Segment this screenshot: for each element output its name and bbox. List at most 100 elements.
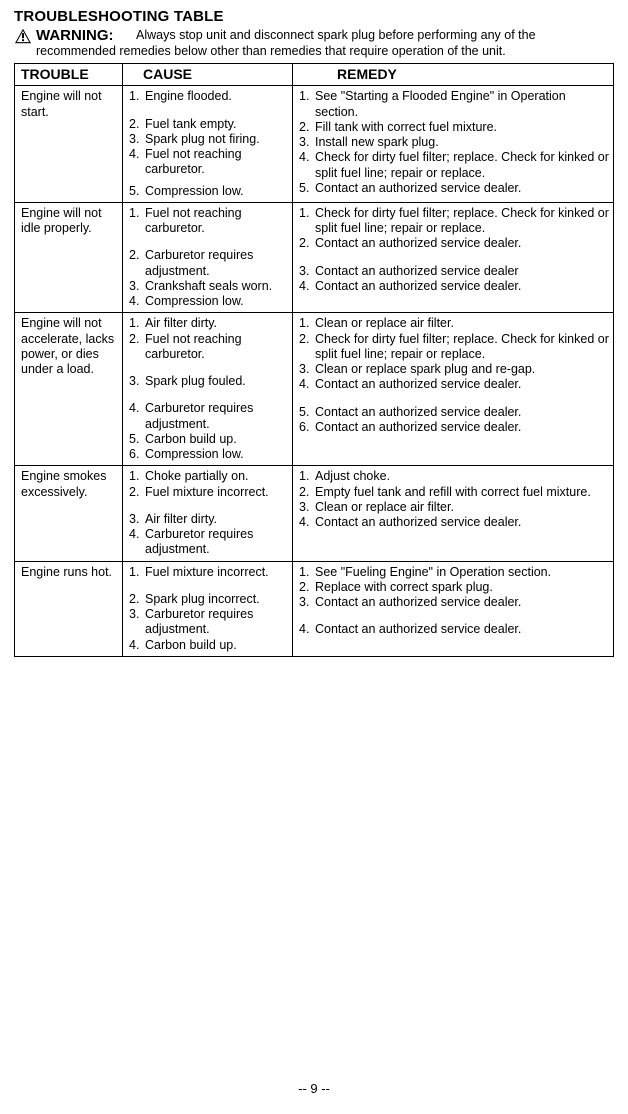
item-number: 3. xyxy=(299,264,315,279)
page: TROUBLESHOOTING TABLE WARNING: Always st… xyxy=(0,0,628,1114)
item-number: 5. xyxy=(299,405,315,420)
list-item: 4.Contact an authorized service dealer. xyxy=(299,622,609,637)
list-item: 4.Contact an authorized service dealer. xyxy=(299,279,609,294)
item-text: Spark plug not firing. xyxy=(145,132,288,147)
list-item: 3.Clean or replace air filter. xyxy=(299,500,609,515)
list-item: 5.Contact an authorized service dealer. xyxy=(299,181,609,196)
list-item: 4.Contact an authorized service dealer. xyxy=(299,515,609,530)
page-number: -- 9 -- xyxy=(0,1081,628,1096)
item-number: 4. xyxy=(129,294,145,309)
warning-text-line2: recommended remedies below other than re… xyxy=(36,44,614,60)
list-item: 3.Air filter dirty. xyxy=(129,512,288,527)
numbered-list: 1.Adjust choke.2.Empty fuel tank and ref… xyxy=(299,469,609,530)
header-trouble: TROUBLE xyxy=(15,64,123,86)
list-item: 4.Carbon build up. xyxy=(129,638,288,653)
table-header-row: TROUBLE CAUSE REMEDY xyxy=(15,64,614,86)
list-item: 2.Spark plug incorrect. xyxy=(129,592,288,607)
numbered-list: 1.Fuel mixture incorrect.2.Spark plug in… xyxy=(129,565,288,653)
item-text: Contact an authorized service dealer. xyxy=(315,595,609,610)
numbered-list: 1.Engine flooded.2.Fuel tank empty.3.Spa… xyxy=(129,89,288,199)
list-item: 1.Clean or replace air filter. xyxy=(299,316,609,331)
cause-cell: 1.Fuel mixture incorrect.2.Spark plug in… xyxy=(123,561,293,656)
item-text: Carburetor requires adjustment. xyxy=(145,248,288,279)
section-title: TROUBLESHOOTING TABLE xyxy=(14,8,614,25)
item-text: Compression low. xyxy=(145,294,288,309)
list-item: 4.Carburetor requires adjustment. xyxy=(129,527,288,558)
list-item: 1.Fuel not reaching carburetor. xyxy=(129,206,288,237)
item-number: 1. xyxy=(299,316,315,331)
item-text: Fuel mixture incorrect. xyxy=(145,565,288,580)
list-item: 3.Install new spark plug. xyxy=(299,135,609,150)
item-number: 2. xyxy=(299,580,315,595)
item-number: 4. xyxy=(299,377,315,392)
item-text: Contact an authorized service dealer. xyxy=(315,515,609,530)
item-number: 1. xyxy=(299,469,315,484)
list-item: 2.Fill tank with correct fuel mixture. xyxy=(299,120,609,135)
item-text: Fuel not reaching carburetor. xyxy=(145,206,288,237)
table-row: Engine smokes excessively.1.Choke partia… xyxy=(15,466,614,561)
trouble-cell: Engine will not accelerate, lacks power,… xyxy=(15,313,123,466)
item-text: Clean or replace spark plug and re-gap. xyxy=(315,362,609,377)
remedy-cell: 1.Adjust choke.2.Empty fuel tank and ref… xyxy=(293,466,614,561)
remedy-cell: 1.Clean or replace air filter.2.Check fo… xyxy=(293,313,614,466)
item-text: Clean or replace air filter. xyxy=(315,316,609,331)
numbered-list: 1.Fuel not reaching carburetor.2.Carbure… xyxy=(129,206,288,310)
list-item: 3.Crankshaft seals worn. xyxy=(129,279,288,294)
numbered-list: 1.Clean or replace air filter.2.Check fo… xyxy=(299,316,609,435)
item-number: 3. xyxy=(129,279,145,294)
list-item: 2.Check for dirty fuel filter; replace. … xyxy=(299,332,609,363)
list-item: 4.Check for dirty fuel filter; replace. … xyxy=(299,150,609,181)
item-text: Engine flooded. xyxy=(145,89,288,104)
list-item: 3.Spark plug not firing. xyxy=(129,132,288,147)
list-item: 5.Contact an authorized service dealer. xyxy=(299,405,609,420)
item-number: 2. xyxy=(129,332,145,347)
item-number: 1. xyxy=(129,316,145,331)
list-item: 6.Contact an authorized service dealer. xyxy=(299,420,609,435)
list-item: 4.Contact an authorized service dealer. xyxy=(299,377,609,392)
list-item: 1.Adjust choke. xyxy=(299,469,609,484)
item-number: 2. xyxy=(299,485,315,500)
item-number: 1. xyxy=(299,206,315,221)
item-number: 3. xyxy=(299,500,315,515)
item-number: 1. xyxy=(129,206,145,221)
trouble-cell: Engine runs hot. xyxy=(15,561,123,656)
item-text: Contact an authorized service dealer xyxy=(315,264,609,279)
item-number: 6. xyxy=(299,420,315,435)
item-text: Install new spark plug. xyxy=(315,135,609,150)
item-text: Air filter dirty. xyxy=(145,316,288,331)
warning-text: Always stop unit and disconnect spark pl… xyxy=(14,28,614,59)
warning-icon xyxy=(14,28,32,44)
trouble-cell: Engine will not start. xyxy=(15,86,123,203)
remedy-cell: 1.See "Starting a Flooded Engine" in Ope… xyxy=(293,86,614,203)
list-item: 4.Carburetor requires adjustment. xyxy=(129,401,288,432)
numbered-list: 1.Air filter dirty.2.Fuel not reaching c… xyxy=(129,316,288,462)
trouble-cell: Engine smokes excessively. xyxy=(15,466,123,561)
item-number: 5. xyxy=(129,432,145,447)
item-text: Check for dirty fuel filter; replace. Ch… xyxy=(315,332,609,363)
item-number: 2. xyxy=(129,117,145,132)
item-text: Contact an authorized service dealer. xyxy=(315,420,609,435)
remedy-cell: 1.See "Fueling Engine" in Operation sect… xyxy=(293,561,614,656)
item-text: Fuel not reaching carburetor. xyxy=(145,332,288,363)
item-text: Fill tank with correct fuel mixture. xyxy=(315,120,609,135)
item-number: 1. xyxy=(299,565,315,580)
table-row: Engine will not start.1.Engine flooded.2… xyxy=(15,86,614,203)
item-number: 3. xyxy=(299,362,315,377)
item-text: Adjust choke. xyxy=(315,469,609,484)
table-row: Engine will not idle properly.1.Fuel not… xyxy=(15,202,614,313)
list-item: 2.Fuel mixture incorrect. xyxy=(129,485,288,500)
item-number: 4. xyxy=(129,147,145,162)
list-item: 1.See "Starting a Flooded Engine" in Ope… xyxy=(299,89,609,120)
item-text: Fuel not reaching carburetor. xyxy=(145,147,288,178)
item-text: See "Fueling Engine" in Operation sectio… xyxy=(315,565,609,580)
item-number: 3. xyxy=(299,595,315,610)
item-number: 4. xyxy=(299,150,315,165)
item-text: Carburetor requires adjustment. xyxy=(145,527,288,558)
list-item: 2.Empty fuel tank and refill with correc… xyxy=(299,485,609,500)
item-number: 4. xyxy=(299,622,315,637)
item-number: 3. xyxy=(129,374,145,389)
item-number: 5. xyxy=(299,181,315,196)
list-item: 3.Contact an authorized service dealer. xyxy=(299,595,609,610)
item-text: Fuel mixture incorrect. xyxy=(145,485,288,500)
item-text: Carburetor requires adjustment. xyxy=(145,607,288,638)
